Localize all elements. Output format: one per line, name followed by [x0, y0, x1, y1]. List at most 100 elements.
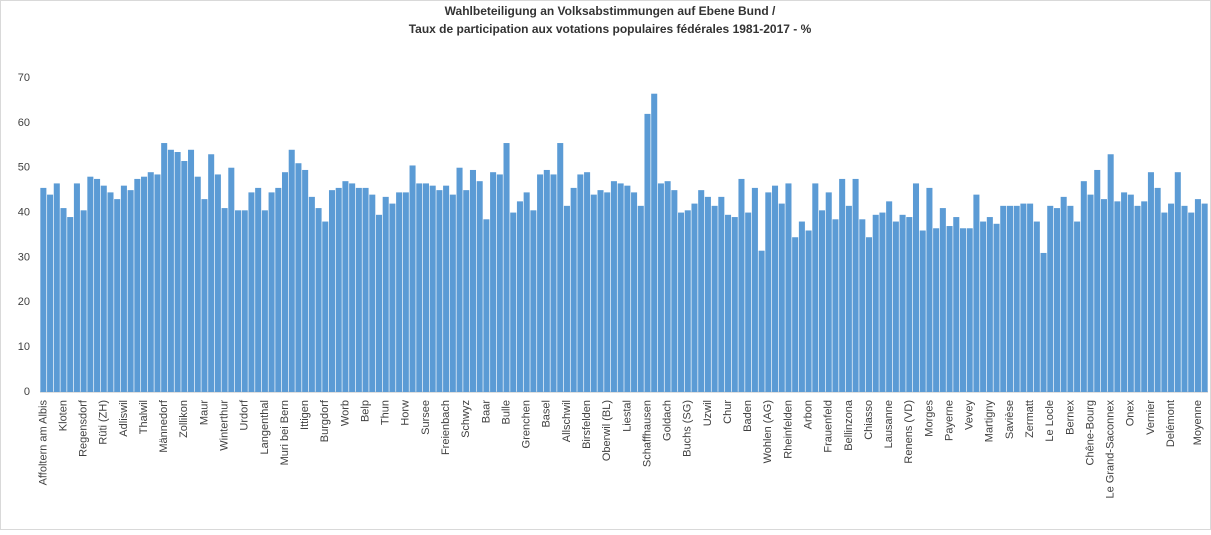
bar — [953, 217, 960, 392]
x-tick-label: Rheinfelden — [782, 400, 794, 459]
bar — [409, 165, 416, 392]
bar — [832, 219, 839, 392]
bar — [805, 230, 812, 392]
bar — [584, 172, 591, 392]
bar — [684, 210, 691, 392]
bar — [221, 208, 228, 392]
bar — [973, 194, 980, 392]
bar — [604, 192, 611, 392]
bar — [1094, 169, 1101, 392]
x-tick-label: Chur — [722, 400, 734, 424]
x-tick-label: Renens (VD) — [903, 400, 915, 464]
bar — [1188, 212, 1195, 392]
bar — [637, 205, 644, 392]
bar — [315, 208, 322, 392]
bar — [456, 167, 463, 392]
bar — [657, 183, 664, 392]
x-tick-label: Moyenne — [1192, 400, 1204, 445]
bar — [47, 194, 54, 392]
bar — [60, 208, 67, 392]
bar — [1194, 199, 1201, 392]
bar — [87, 176, 94, 392]
x-tick-label: Vernier — [1145, 400, 1157, 435]
bar — [899, 214, 906, 392]
bar — [516, 201, 523, 392]
bar — [268, 192, 275, 392]
bar — [1067, 205, 1074, 392]
bar — [879, 212, 886, 392]
bar — [40, 187, 47, 392]
x-tick-label: Basel — [541, 400, 553, 428]
x-tick-label: Rüti (ZH) — [98, 400, 110, 445]
bar — [349, 183, 356, 392]
bar — [751, 187, 758, 392]
bar — [698, 190, 705, 392]
bar — [718, 196, 725, 392]
bar — [322, 221, 329, 392]
bar — [275, 187, 282, 392]
bar — [530, 210, 537, 392]
bar — [919, 230, 926, 392]
y-tick-label: 30 — [18, 251, 30, 263]
bar — [577, 174, 584, 392]
bar — [597, 190, 604, 392]
x-tick-label: Grenchen — [521, 400, 533, 448]
bar — [188, 149, 195, 392]
bar — [167, 149, 174, 392]
y-tick-label: 40 — [18, 206, 30, 218]
bar — [819, 210, 826, 392]
x-tick-label: Vevey — [964, 400, 976, 430]
bar — [986, 217, 993, 392]
x-tick-label: Maur — [198, 400, 210, 425]
x-tick-label: Wohlen (AG) — [762, 400, 774, 463]
bar — [765, 192, 772, 392]
x-tick-label: Burgdorf — [319, 399, 331, 442]
x-tick-label: Chêne-Bourg — [1084, 400, 1096, 465]
bar — [1020, 203, 1027, 392]
bar — [1027, 203, 1034, 392]
bar — [704, 196, 711, 392]
x-tick-label: Ittigen — [299, 400, 311, 430]
bar — [161, 143, 168, 392]
bar — [624, 185, 631, 392]
bar — [503, 143, 510, 392]
bar — [537, 174, 544, 392]
bar — [141, 176, 148, 392]
bar — [261, 210, 268, 392]
bar — [852, 178, 859, 392]
bar — [711, 205, 718, 392]
bar — [114, 199, 121, 392]
x-tick-label: Birsfelden — [581, 400, 593, 449]
bar — [798, 221, 805, 392]
bar — [557, 143, 564, 392]
x-tick-label: Horw — [400, 400, 412, 426]
bar — [631, 192, 638, 392]
x-tick-label: Langenthal — [259, 400, 271, 454]
bar — [912, 183, 920, 392]
bar — [825, 192, 832, 392]
bar — [328, 190, 336, 392]
x-tick-label: Morges — [923, 400, 935, 437]
bar — [1161, 212, 1168, 392]
bar — [382, 196, 389, 392]
x-tick-label: Muri bei Bern — [279, 400, 291, 465]
bar — [94, 178, 101, 392]
bar — [1053, 208, 1060, 392]
chart-subtitle: Taux de participation aux votations popu… — [409, 22, 812, 36]
x-tick-label: Worb — [339, 400, 351, 426]
bar — [664, 181, 671, 392]
x-tick-label: Frauenfeld — [823, 400, 835, 453]
x-tick-label: Zollikon — [178, 400, 190, 438]
bar — [590, 194, 597, 392]
bar — [308, 196, 315, 392]
bar — [134, 178, 141, 392]
bar — [812, 183, 819, 392]
bar — [933, 228, 940, 392]
bar — [449, 194, 456, 392]
bar — [469, 169, 476, 392]
bar — [1013, 205, 1020, 392]
bar — [335, 187, 342, 392]
x-tick-label: Goldach — [662, 400, 674, 441]
bar — [1127, 194, 1134, 392]
x-tick-label: Adliswil — [118, 400, 130, 437]
